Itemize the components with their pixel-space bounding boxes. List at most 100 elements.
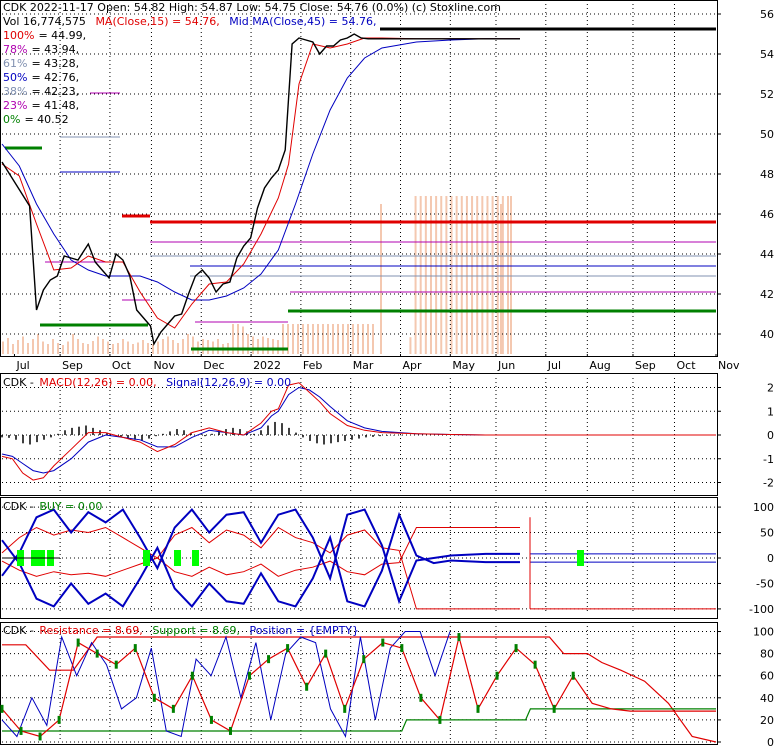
fib-label: 61% = 43.28, [3, 57, 79, 70]
macd-line [1, 382, 520, 481]
price-y-label: 56 [760, 8, 774, 21]
volume-bar [202, 339, 204, 354]
volume-bar [440, 196, 443, 354]
price-x-label: Feb [303, 359, 322, 372]
position-candle [324, 649, 328, 658]
price-header-text: CDK 2022-11-17 Open: 54.82 High: 54.87 L… [3, 1, 501, 14]
macd-legend: CDK - MACD(12,26) = 0.00, Signal(12,26,9… [3, 376, 291, 389]
fib-value: = 43.28, [31, 57, 79, 70]
position-legend: CDK - Resistance = 8.69, Support = 8.69,… [3, 624, 359, 637]
price-x-label: Nov [153, 359, 175, 372]
macd-y-label: 1 [767, 405, 774, 418]
volume-label: Vol 16,774,575 [3, 15, 86, 28]
volume-bar [22, 336, 24, 354]
volume-bar [42, 341, 44, 354]
volume-bar [82, 343, 84, 354]
position-panel-frame [0, 622, 718, 745]
volume-bar [465, 196, 468, 354]
fib-label: 100% = 44.99, [3, 29, 86, 42]
volume-bar [471, 196, 474, 354]
support-label: Support = 8.69, [152, 624, 240, 637]
volume-bar [272, 339, 274, 354]
fib-labels: 100% = 44.99, 78% = 43.94, 61% = 43.28, 50% = 4… [3, 29, 86, 126]
volume-bar [496, 196, 499, 354]
price-x-label: Jul [15, 359, 29, 372]
volume-bar [267, 338, 269, 354]
position-candle [114, 660, 118, 669]
price-x-label: Aug [589, 359, 610, 372]
volume-bar [102, 339, 104, 354]
position-candle [267, 655, 271, 664]
fib-label: 38% = 42.23, [3, 85, 79, 98]
volume-bars [2, 196, 512, 354]
volume-bar [337, 324, 339, 354]
volume-bar [307, 324, 309, 354]
volume-bar [152, 344, 154, 354]
price-x-label: May [452, 359, 475, 372]
position-candle [209, 715, 213, 724]
volume-bar [237, 324, 239, 354]
volume-bar [312, 324, 314, 354]
price-x-axis: Jul Sep Oct Nov Dec 2022 Feb Mar Apr May Jun Jul Aug… [13, 354, 740, 372]
support-line [2, 708, 716, 732]
position-candle [571, 671, 575, 680]
fib-label: 50% = 42.76, [3, 71, 79, 84]
position-candle [0, 704, 4, 713]
volume-bar [510, 196, 512, 354]
position-label: Position = {EMPTY} [250, 624, 360, 637]
buy-lower-envelope [1, 511, 520, 608]
volume-bar [367, 324, 369, 354]
buy-line-mirror [1, 527, 520, 577]
buy-marker [143, 550, 150, 566]
position-candle [228, 726, 232, 735]
signal-label: Signal(12,26,9) = 0.00 [166, 376, 291, 389]
volume-bar [147, 343, 149, 354]
fib-value: = 40.52 [24, 113, 68, 126]
volume-bar [380, 204, 382, 354]
position-candle [19, 726, 23, 735]
price-x-label: 2022 [253, 359, 281, 372]
volume-bar [419, 196, 422, 354]
volume-bar [182, 339, 184, 354]
ma15-label: MA(Close,15) = 54.76, [95, 15, 219, 28]
position-candle [152, 693, 156, 702]
ma45-line [1, 38, 520, 301]
buy-legend: CDK - BUY = 0.00 [3, 500, 102, 513]
position-candle [133, 644, 137, 653]
buy-markers [2, 550, 584, 566]
volume-bar [162, 339, 164, 354]
price-panel-frame [0, 0, 718, 357]
price-x-label: Mar [353, 359, 374, 372]
volume-bar [507, 196, 509, 354]
position-candle [343, 704, 347, 713]
fib-value: = 44.99, [38, 29, 86, 42]
volume-bar [67, 341, 69, 354]
volume-bar [87, 344, 89, 354]
volume-bar [57, 343, 59, 354]
buy-label: BUY = 0.00 [39, 500, 102, 513]
resistance-line [2, 636, 717, 743]
price-grid [2, 4, 716, 354]
volume-bar [257, 339, 259, 354]
price-x-label: Oct [676, 359, 696, 372]
macd-panel: 2 1 0 -1 -2 CDK - MACD(12,26) = 0.00, Signal… [0, 373, 774, 496]
position-candle [495, 671, 499, 680]
volume-bar [252, 336, 254, 354]
volume-bar [187, 334, 189, 354]
volume-bar [7, 338, 9, 354]
volume-bar [491, 196, 494, 354]
buy-marker [577, 550, 584, 566]
position-candle [400, 644, 404, 653]
volume-bar [409, 337, 412, 354]
volume-bar [429, 196, 432, 354]
volume-bar [287, 324, 289, 354]
position-candle [38, 732, 42, 741]
buy-title: CDK - [3, 500, 37, 513]
position-candle [457, 633, 461, 642]
volume-bar [112, 344, 114, 354]
price-x-label: Nov [718, 359, 740, 372]
volume-bar [481, 196, 484, 354]
position-y-label: 20 [760, 714, 774, 727]
volume-bar [172, 340, 174, 354]
